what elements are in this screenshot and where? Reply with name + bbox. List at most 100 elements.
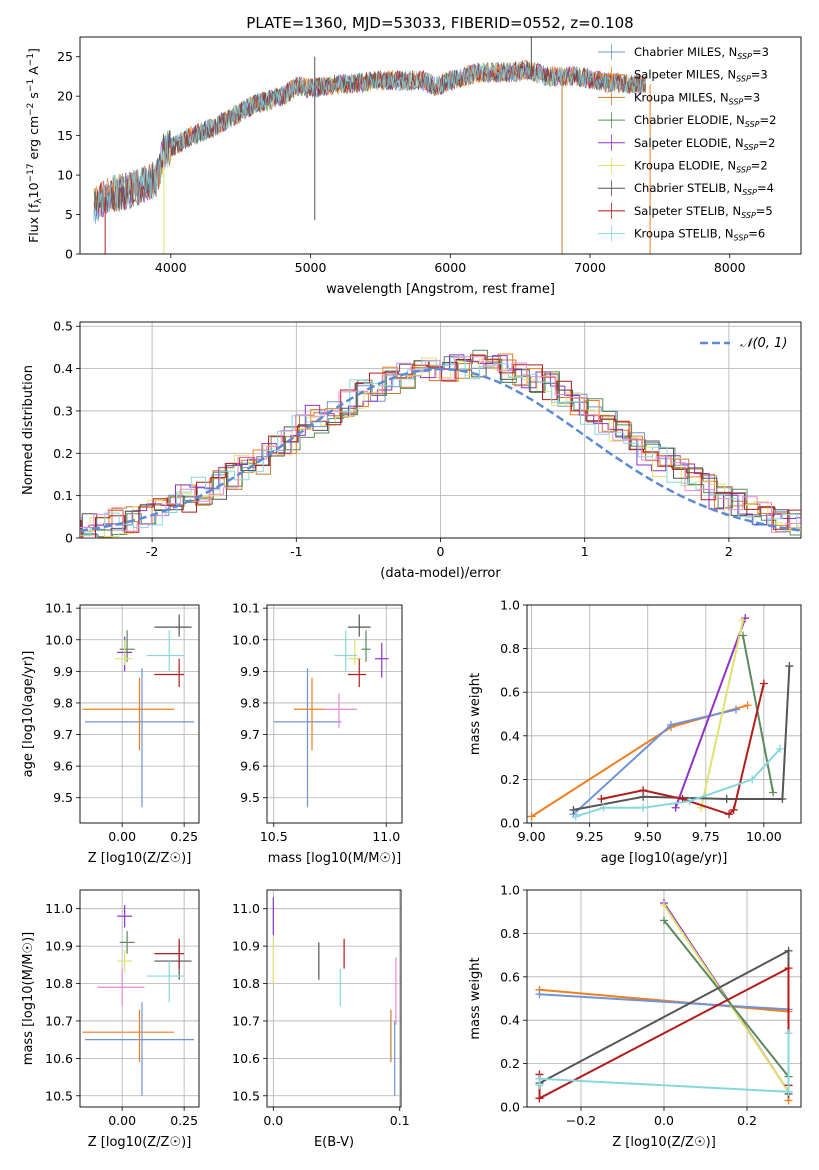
series-line-salpeter_elodie xyxy=(674,617,747,809)
y-tick-label: 10.9 xyxy=(232,939,260,954)
series-point-salpeter_stelib xyxy=(784,964,793,973)
y-tick-label: 9.7 xyxy=(240,727,260,742)
legend-sub: SSP xyxy=(734,234,749,243)
series-point-kroupa_elodie xyxy=(738,616,747,625)
legend-tail: =2 xyxy=(751,159,768,173)
series-point-kroupa_stelib xyxy=(748,775,757,784)
series-point-kroupa_stelib xyxy=(784,1029,793,1038)
y-tick-label: 9.7 xyxy=(53,727,73,742)
mass-vs-extinction-plot: 0.0 0.1 10.5 10.6 10.7 10.8 10.9 11.0 E(B-V) xyxy=(232,889,410,1150)
x-tick-label: 1 xyxy=(581,544,589,559)
x-tick-label: 0.0 xyxy=(654,1113,674,1128)
legend-sub: SSP xyxy=(736,166,751,175)
series-point-salpeter_stelib xyxy=(725,810,734,819)
y-tick-label: 20 xyxy=(57,89,73,104)
y-tick-label: 0 xyxy=(65,531,73,546)
age-vs-mass-plot: 10.5 11.0 9.5 9.6 9.7 9.8 9.9 10.0 10.1 mass [log… xyxy=(232,601,403,866)
y-tick-label: 10.7 xyxy=(45,1013,73,1028)
y-tick-label: 0.6 xyxy=(500,969,520,984)
series-line-kroupa_stelib xyxy=(575,748,781,818)
y-tick-label: 10.9 xyxy=(45,939,73,954)
y-axis-label-part: s xyxy=(26,92,41,103)
legend-label-normal: 𝒩(0, 1) xyxy=(740,336,787,351)
legend-text: Chabrier ELODIE, N xyxy=(634,113,745,127)
y-axis-label-part: λ xyxy=(34,198,44,204)
series-point-kroupa_stelib xyxy=(685,797,694,806)
legend-text: Salpeter MILES, N xyxy=(634,68,736,82)
legend-tail: =6 xyxy=(748,227,765,241)
legend-label-salpeter_stelib: Salpeter STELIB, NSSP=5 xyxy=(634,204,773,220)
x-axis-label: Z [log10(Z/Z☉)] xyxy=(612,1135,716,1150)
series-point-chabrier_stelib xyxy=(778,795,787,804)
axes-frame xyxy=(79,604,200,824)
y-tick-label: 10.1 xyxy=(45,601,73,616)
y-axis-label: Normed distribution xyxy=(21,365,36,495)
y-tick-label: 9.8 xyxy=(53,695,73,710)
x-tick-label: 8000 xyxy=(714,260,746,275)
series-line-chabrier_miles xyxy=(539,993,789,1011)
legend-text: Kroupa MILES, N xyxy=(634,90,729,104)
axes-frame xyxy=(526,889,802,1108)
x-tick-label: 0.00 xyxy=(108,829,136,844)
x-tick-label: −0.2 xyxy=(566,1113,596,1128)
series-point-salpeter_miles xyxy=(527,812,536,821)
series-point-chabrier_stelib xyxy=(569,805,578,814)
figure-title: PLATE=1360, MJD=53033, FIBERID=0552, z=0… xyxy=(246,14,633,32)
y-axis-label-part: 10 xyxy=(26,182,41,198)
y-tick-label: 1.0 xyxy=(500,883,520,898)
series-point-salpeter_stelib xyxy=(639,786,648,795)
x-tick-label: 9.25 xyxy=(576,829,604,844)
series-line-kroupa_elodie xyxy=(700,620,744,808)
y-axis-label-part: −2 xyxy=(26,103,36,116)
x-tick-label: 10.5 xyxy=(260,829,288,844)
x-tick-label: 11.0 xyxy=(372,829,400,844)
residual-histogram-plot: -2 -1 0 1 2 0 0.1 0.2 0.3 0.4 0.5 (data-model)/erro… xyxy=(21,319,802,581)
series-line-chabrier_stelib xyxy=(573,665,791,811)
x-tick-label: -1 xyxy=(290,544,302,559)
series-point-chabrier_elodie xyxy=(660,916,668,925)
legend-sub: SSP xyxy=(737,52,752,61)
axes-frame xyxy=(526,604,802,824)
y-axis-label-part: ] xyxy=(26,48,41,53)
y-axis-label: age [log10(age/yr)] xyxy=(21,651,36,778)
y-tick-label: 9.8 xyxy=(240,695,260,710)
series-point-kroupa_stelib xyxy=(784,1087,793,1096)
legend-text: Salpeter STELIB, N xyxy=(634,204,741,218)
legend-label-chabrier_miles: Chabrier MILES, NSSP=3 xyxy=(634,45,769,61)
series-point-chabrier_stelib xyxy=(784,946,793,955)
histogram-kroupa_stelib xyxy=(80,357,801,537)
x-axis-label: Z [log10(Z/Z☉)] xyxy=(88,851,192,866)
x-axis-label: Z [log10(Z/Z☉)] xyxy=(88,1135,192,1150)
series-line-salpeter_stelib xyxy=(601,683,765,816)
series-point-kroupa_stelib xyxy=(776,744,785,753)
y-axis-label: mass weight xyxy=(468,957,483,1039)
y-axis-label: Flux [fλ10−17 erg cm−2 s−1 A−1] xyxy=(26,48,44,243)
y-tick-label: 10.8 xyxy=(45,976,73,991)
legend-text: Kroupa STELIB, N xyxy=(634,227,734,241)
legend-sub: SSP xyxy=(729,97,744,106)
x-tick-label: 4000 xyxy=(155,260,187,275)
y-axis-label-part: A xyxy=(26,66,41,79)
x-tick-label: 9.75 xyxy=(692,829,720,844)
series-line-chabrier_elodie xyxy=(741,635,775,793)
y-tick-label: 25 xyxy=(57,49,73,64)
y-tick-label: 0.3 xyxy=(53,403,73,418)
y-tick-label: 0.2 xyxy=(500,1056,520,1071)
series-line-chabrier_elodie xyxy=(663,919,790,1078)
axes-frame xyxy=(266,889,402,1108)
series-point-kroupa_stelib xyxy=(639,803,648,812)
mass-weight-vs-age-plot: 9.00 9.25 9.50 9.75 10.00 0.0 0.2 0.4 0.6 0.8 1.0 a… xyxy=(468,598,802,866)
legend-sub: SSP xyxy=(741,211,756,220)
x-axis-label: E(B-V) xyxy=(314,1135,354,1150)
x-tick-label: 0.1 xyxy=(390,1113,410,1128)
y-tick-label: 15 xyxy=(57,128,73,143)
y-axis-label: mass [log10(M/M☉)] xyxy=(21,932,36,1065)
legend-text: Salpeter ELODIE, N xyxy=(634,136,744,150)
legend-label-salpeter_elodie: Salpeter ELODIE, NSSP=2 xyxy=(634,136,775,152)
y-tick-label: 9.9 xyxy=(53,664,73,679)
x-tick-label: 0.0 xyxy=(263,1113,283,1128)
histogram-chabrier_stelib xyxy=(80,360,801,538)
y-tick-label: 9.9 xyxy=(240,664,260,679)
x-tick-label: 0 xyxy=(437,544,445,559)
y-tick-label: 0.5 xyxy=(53,319,73,334)
